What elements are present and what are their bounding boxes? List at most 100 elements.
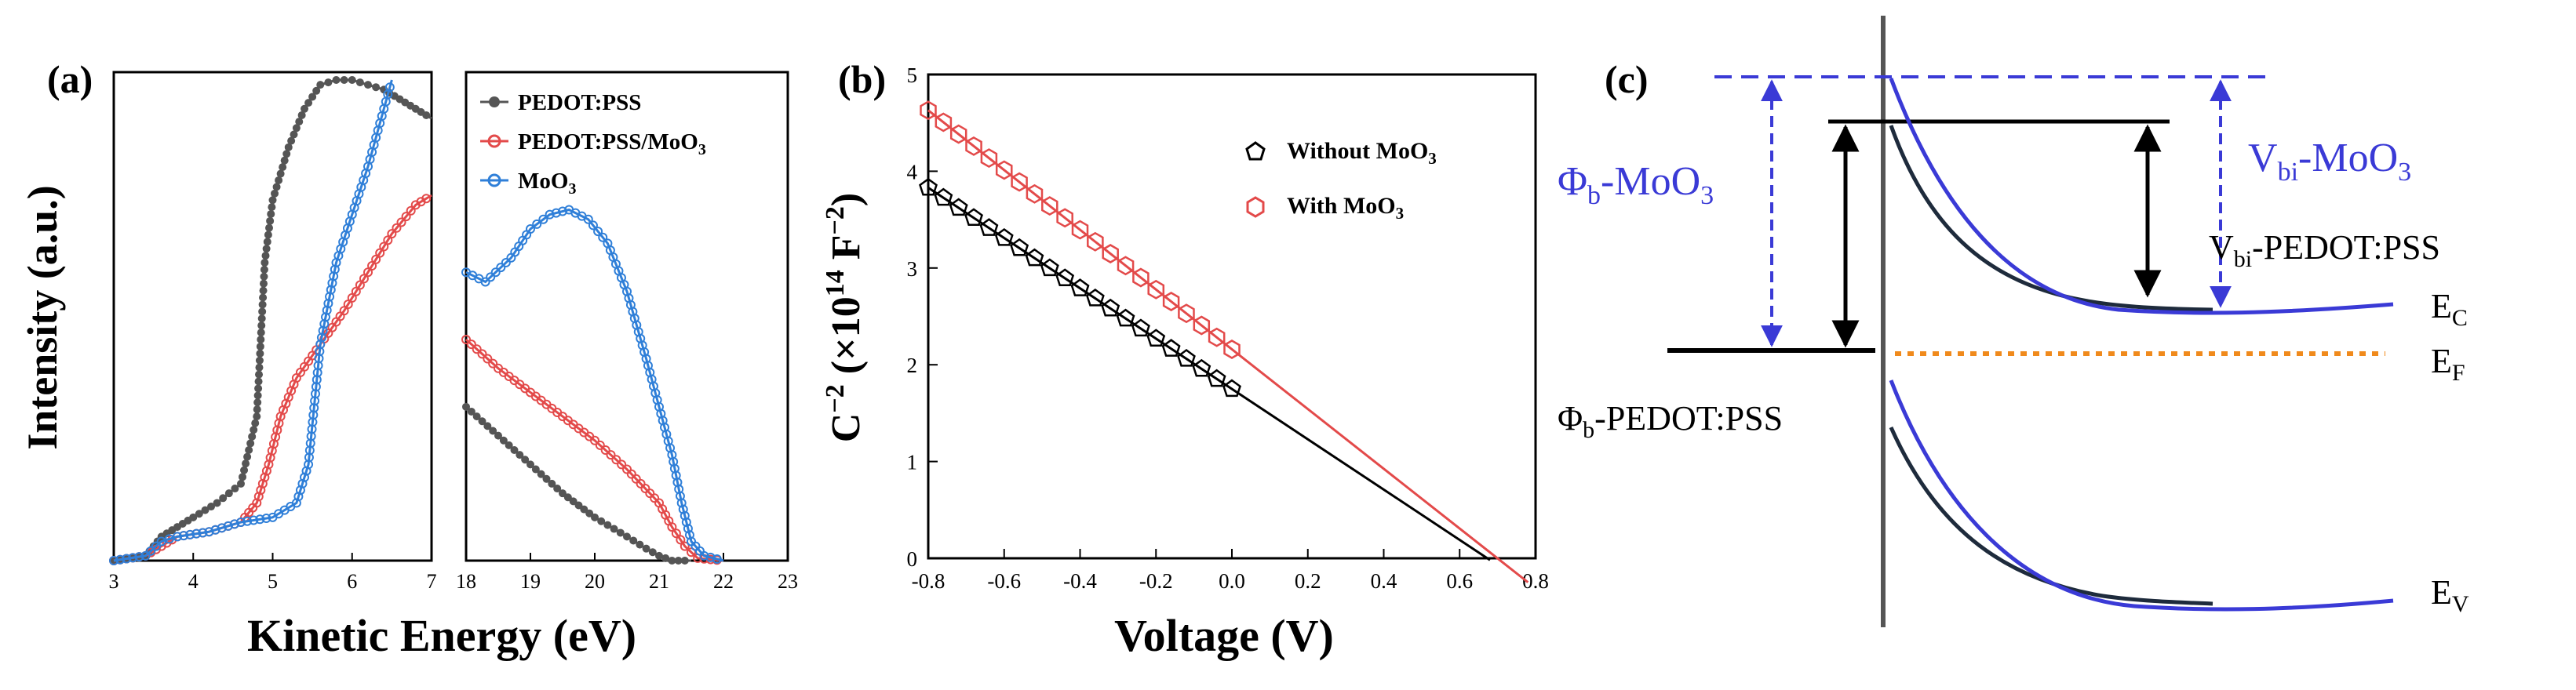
panel-a-ylabel: Intensity (a.u.) [19,185,66,450]
data-point [240,466,249,474]
panel-a-right-xticks: 18 19 20 21 22 23 [456,553,798,593]
data-point [462,402,470,411]
data-point [1162,292,1180,311]
data-point [372,83,381,92]
data-point [467,407,475,416]
data-point [1192,358,1211,377]
data-point [261,466,271,476]
ytick-label: 2 [907,354,918,377]
data-point [255,363,264,372]
data-point [590,435,599,445]
xtick-label: 18 [456,570,476,593]
data-point [489,427,497,435]
data-point [683,524,693,534]
data-point [488,358,498,369]
data-point [1025,248,1044,267]
data-point [179,531,189,541]
data-point [251,419,260,427]
data-point [261,258,269,267]
legend-label-moo3: MoO3 [518,169,576,198]
data-point [526,460,534,469]
conduction-band-moo3 [1889,78,2394,315]
data-point [115,554,126,565]
data-point [329,271,339,281]
data-point [616,528,625,537]
data-point [671,528,681,539]
data-point [558,206,567,216]
data-point [256,342,264,350]
panel-a-label: (a) [47,57,93,101]
data-point [401,212,411,222]
data-point [648,548,657,557]
data-point [293,492,304,502]
xtick-label: 0.4 [1371,569,1397,593]
data-point [532,219,542,229]
data-point [318,325,328,336]
data-point [1087,231,1104,252]
data-point [261,514,271,524]
data-point [231,485,239,493]
panel-b: (b) C−2 (×1014 F−2) Voltage (V) -0.8 -0.6… [821,57,1549,661]
data-point [1177,348,1196,367]
data-point [574,501,583,510]
xtick-label: -0.2 [1139,569,1173,593]
data-point [600,445,610,456]
data-point [588,220,598,231]
data-point [496,263,506,273]
series-line [113,78,432,562]
data-point [629,536,638,545]
data-point [259,279,268,288]
data-point [1207,369,1226,387]
data-point [340,76,348,84]
data-point [965,136,982,156]
panel-b-ylabel: C−2 (×1014 F−2) [821,193,869,442]
series-moo3 [461,205,724,564]
data-point [257,321,266,330]
xtick-label: 22 [713,570,734,593]
data-point [548,479,556,488]
data-point [1193,315,1211,336]
data-point [253,398,262,407]
data-point [325,292,335,302]
legend-item-pedot-pss-moo3: PEDOT:PSS/MoO3 [480,129,706,158]
panel-a-legend: PEDOT:PSS PEDOT:PSS/MoO3 MoO3 [480,90,706,198]
data-point [1056,208,1073,228]
data-point [422,111,431,119]
ytick-label: 3 [907,257,918,281]
panel-b-series [919,100,1529,583]
data-point [510,446,519,455]
xtick-label: -0.6 [987,569,1021,593]
data-point [655,551,663,560]
data-point [268,203,276,212]
panel-b-label: (b) [838,57,886,101]
data-point [680,557,689,565]
data-point [477,349,487,359]
data-point [291,498,301,508]
data-point [593,227,603,237]
data-point [257,478,268,488]
data-point [610,525,618,533]
data-point [1040,258,1059,277]
data-point [1223,340,1241,359]
data-point [195,510,203,518]
data-point [392,223,402,233]
data-point [623,532,631,541]
data-point [598,232,608,242]
panel-b-xlabel: Voltage (V) [1114,610,1334,661]
legend-marker-moo3 [487,173,501,187]
data-point [595,440,605,450]
data-point [256,485,266,496]
data-point [151,541,161,551]
data-point [920,100,937,121]
data-point [260,472,270,482]
panel-a: (a) Intensity (a.u.) Kinetic Energy (eV)… [19,57,798,661]
data-point [284,143,293,151]
data-point [312,86,321,95]
data-point [1161,339,1181,357]
xtick-label: -0.4 [1063,569,1097,593]
data-point [516,451,524,459]
valence-band-moo3 [1889,380,2394,612]
data-point [324,78,333,87]
data-point [1147,279,1165,300]
legend-item-moo3: MoO3 [480,169,576,198]
